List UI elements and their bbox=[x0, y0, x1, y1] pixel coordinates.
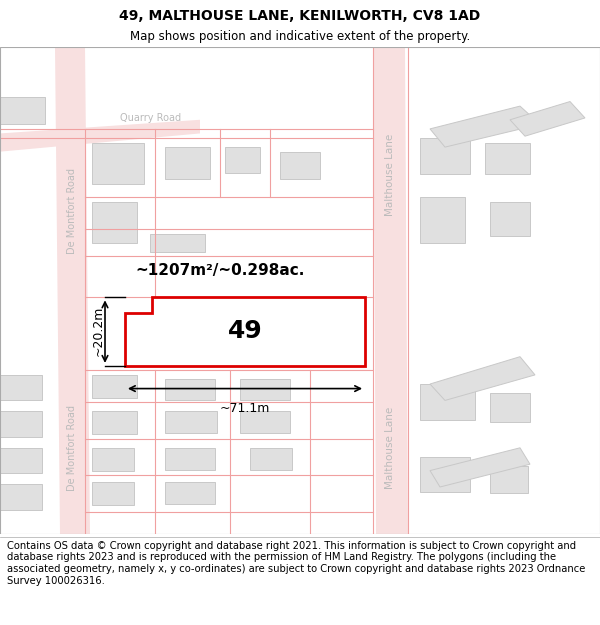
Bar bbox=[420, 384, 475, 421]
Polygon shape bbox=[373, 47, 408, 534]
Polygon shape bbox=[430, 106, 540, 147]
Text: Malthouse Lane: Malthouse Lane bbox=[385, 133, 395, 216]
Polygon shape bbox=[55, 47, 90, 534]
Text: ~71.1m: ~71.1m bbox=[220, 402, 270, 415]
Polygon shape bbox=[0, 120, 200, 152]
Bar bbox=[485, 142, 530, 174]
Bar bbox=[165, 147, 210, 179]
Text: ~20.2m: ~20.2m bbox=[91, 306, 104, 356]
Bar bbox=[165, 448, 215, 469]
Bar bbox=[250, 448, 292, 469]
Bar bbox=[240, 411, 290, 433]
Polygon shape bbox=[430, 357, 535, 401]
Bar bbox=[92, 411, 137, 434]
Bar bbox=[165, 379, 215, 399]
Bar bbox=[420, 138, 470, 174]
Bar bbox=[490, 202, 530, 236]
Text: Quarry Road: Quarry Road bbox=[120, 113, 181, 123]
Bar bbox=[92, 202, 137, 242]
Bar bbox=[490, 393, 530, 422]
Polygon shape bbox=[430, 448, 530, 487]
Bar bbox=[0, 484, 42, 510]
Text: ~1207m²/~0.298ac.: ~1207m²/~0.298ac. bbox=[136, 262, 305, 278]
Bar bbox=[150, 234, 205, 252]
Text: 49: 49 bbox=[227, 319, 262, 343]
Text: Map shows position and indicative extent of the property.: Map shows position and indicative extent… bbox=[130, 31, 470, 44]
Bar bbox=[0, 411, 42, 437]
Bar bbox=[165, 411, 217, 433]
Bar bbox=[240, 379, 290, 399]
Polygon shape bbox=[510, 101, 585, 136]
Text: 49, MALTHOUSE LANE, KENILWORTH, CV8 1AD: 49, MALTHOUSE LANE, KENILWORTH, CV8 1AD bbox=[119, 9, 481, 23]
Bar bbox=[92, 142, 144, 184]
Bar bbox=[420, 457, 470, 491]
Bar bbox=[92, 482, 134, 505]
Bar bbox=[225, 147, 260, 173]
Text: Malthouse Lane: Malthouse Lane bbox=[385, 407, 395, 489]
Bar bbox=[420, 198, 465, 242]
Bar bbox=[92, 375, 137, 398]
Text: Contains OS data © Crown copyright and database right 2021. This information is : Contains OS data © Crown copyright and d… bbox=[7, 541, 586, 586]
Text: De Montfort Road: De Montfort Road bbox=[67, 168, 77, 254]
Bar bbox=[165, 482, 215, 504]
Bar bbox=[490, 466, 528, 493]
Bar bbox=[0, 375, 42, 401]
Bar bbox=[0, 448, 42, 473]
Bar bbox=[280, 152, 320, 179]
Text: De Montfort Road: De Montfort Road bbox=[67, 405, 77, 491]
Bar bbox=[0, 97, 45, 124]
Polygon shape bbox=[125, 298, 365, 366]
Bar bbox=[92, 448, 134, 471]
